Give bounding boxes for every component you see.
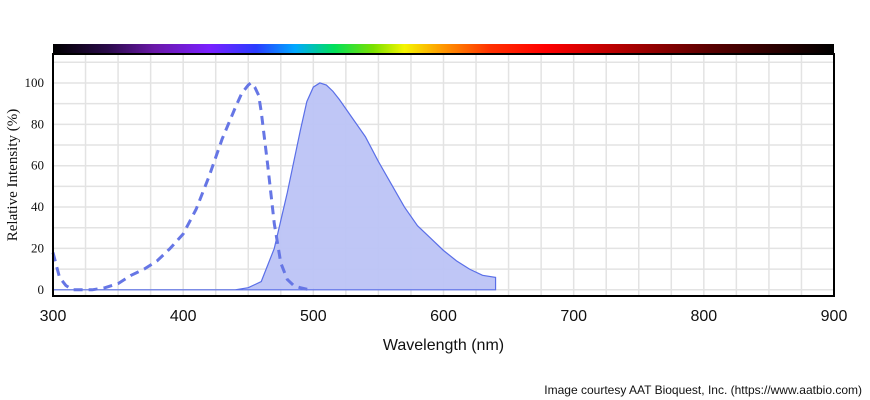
series-layer xyxy=(51,81,497,292)
y-tick-label: 0 xyxy=(38,282,45,297)
y-tick-label: 20 xyxy=(31,240,44,255)
y-axis-title: Relative Intensity (%) xyxy=(5,109,21,241)
image-credit: Image courtesy AAT Bioquest, Inc. (https… xyxy=(544,383,862,397)
x-tick-label: 300 xyxy=(40,308,67,325)
x-tick-label: 600 xyxy=(430,308,457,325)
x-tick-label: 800 xyxy=(690,308,717,325)
x-tick-label: 400 xyxy=(170,308,197,325)
emission-area xyxy=(53,82,497,291)
plot-frame xyxy=(52,53,835,297)
x-axis-ticks: 300 400 500 600 700 800 900 xyxy=(40,308,848,325)
y-tick-label: 40 xyxy=(31,199,44,214)
excitation-line xyxy=(51,81,314,292)
y-tick-label: 80 xyxy=(31,116,44,131)
x-tick-label: 700 xyxy=(560,308,587,325)
x-tick-label: 900 xyxy=(821,308,848,325)
grid xyxy=(52,54,835,296)
y-tick-label: 60 xyxy=(31,158,44,173)
x-axis-title: Wavelength (nm) xyxy=(383,337,504,354)
y-tick-label: 100 xyxy=(25,75,45,90)
x-tick-label: 500 xyxy=(300,308,327,325)
y-axis-ticks: 0 20 40 60 80 100 xyxy=(25,75,45,297)
spectrum-color-bar xyxy=(53,44,834,54)
